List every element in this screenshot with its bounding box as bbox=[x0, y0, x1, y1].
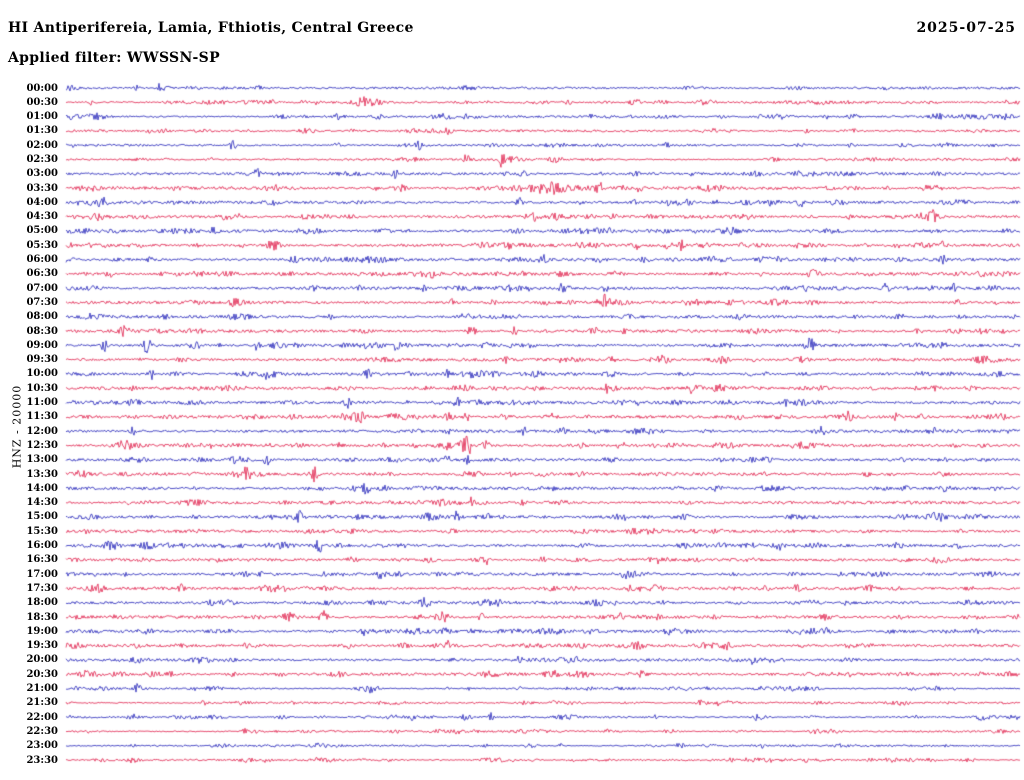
helicorder-canvas bbox=[0, 0, 1024, 780]
helicorder-page: HI Antiperifereia, Lamia, Fthiotis, Cent… bbox=[0, 0, 1024, 780]
